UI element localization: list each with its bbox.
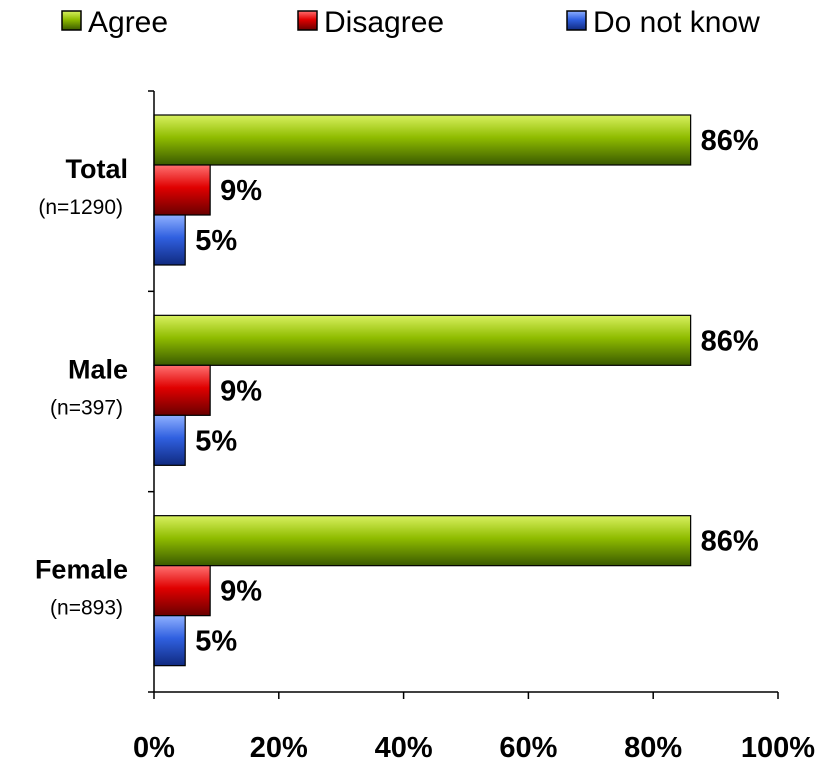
bar-total-agree (153, 114, 692, 166)
category-subtitle-female: (n=893) (50, 597, 123, 620)
bar-total-do-not-know (153, 214, 186, 266)
bar-female-agree (153, 515, 692, 567)
legend-item-do-not-know: Do not know (566, 6, 760, 39)
bars-group: 86% 9% 5% Total (n=1290) 86% 9% 5% Male (n=397) 86… (35, 114, 759, 667)
bar-total-disagree (153, 164, 211, 216)
bar-female-do-not-know (153, 615, 186, 667)
data-label-female-do-not-know: 5% (195, 626, 237, 658)
data-label-male-disagree: 9% (220, 375, 262, 407)
x-tick-label-40: 40% (375, 732, 433, 758)
x-tick-label-100: 100% (741, 732, 815, 758)
legend: Agree Disagree Do not know (61, 6, 760, 39)
axes-group: 0% 20% 40% 60% 80% 100% (133, 90, 815, 758)
data-label-male-do-not-know: 5% (195, 425, 237, 457)
data-label-male-agree: 86% (701, 325, 759, 357)
category-subtitle-male: (n=397) (50, 396, 123, 419)
category-label-male: Male (68, 354, 128, 384)
category-subtitle-total: (n=1290) (38, 196, 123, 219)
data-label-total-agree: 86% (701, 125, 759, 157)
x-tick-label-20: 20% (250, 732, 308, 758)
legend-swatch-do-not-know (566, 10, 587, 31)
x-tick-label-0: 0% (133, 732, 175, 758)
data-label-total-disagree: 9% (220, 175, 262, 207)
legend-label-agree: Agree (88, 6, 168, 39)
data-label-total-do-not-know: 5% (195, 225, 237, 257)
legend-swatch-agree (61, 10, 82, 31)
category-label-female: Female (35, 555, 128, 585)
legend-label-do-not-know: Do not know (593, 6, 760, 39)
bar-male-disagree (153, 364, 211, 416)
legend-item-disagree: Disagree (297, 6, 444, 39)
category-label-total: Total (66, 154, 129, 184)
x-tick-label-80: 80% (624, 732, 682, 758)
data-label-female-disagree: 9% (220, 576, 262, 608)
legend-label-disagree: Disagree (324, 6, 444, 39)
x-tick-label-60: 60% (499, 732, 557, 758)
legend-swatch-disagree (297, 10, 318, 31)
bar-male-do-not-know (153, 414, 186, 466)
legend-item-agree: Agree (61, 6, 168, 39)
bar-male-agree (153, 314, 692, 366)
data-label-female-agree: 86% (701, 526, 759, 558)
bar-female-disagree (153, 565, 211, 617)
